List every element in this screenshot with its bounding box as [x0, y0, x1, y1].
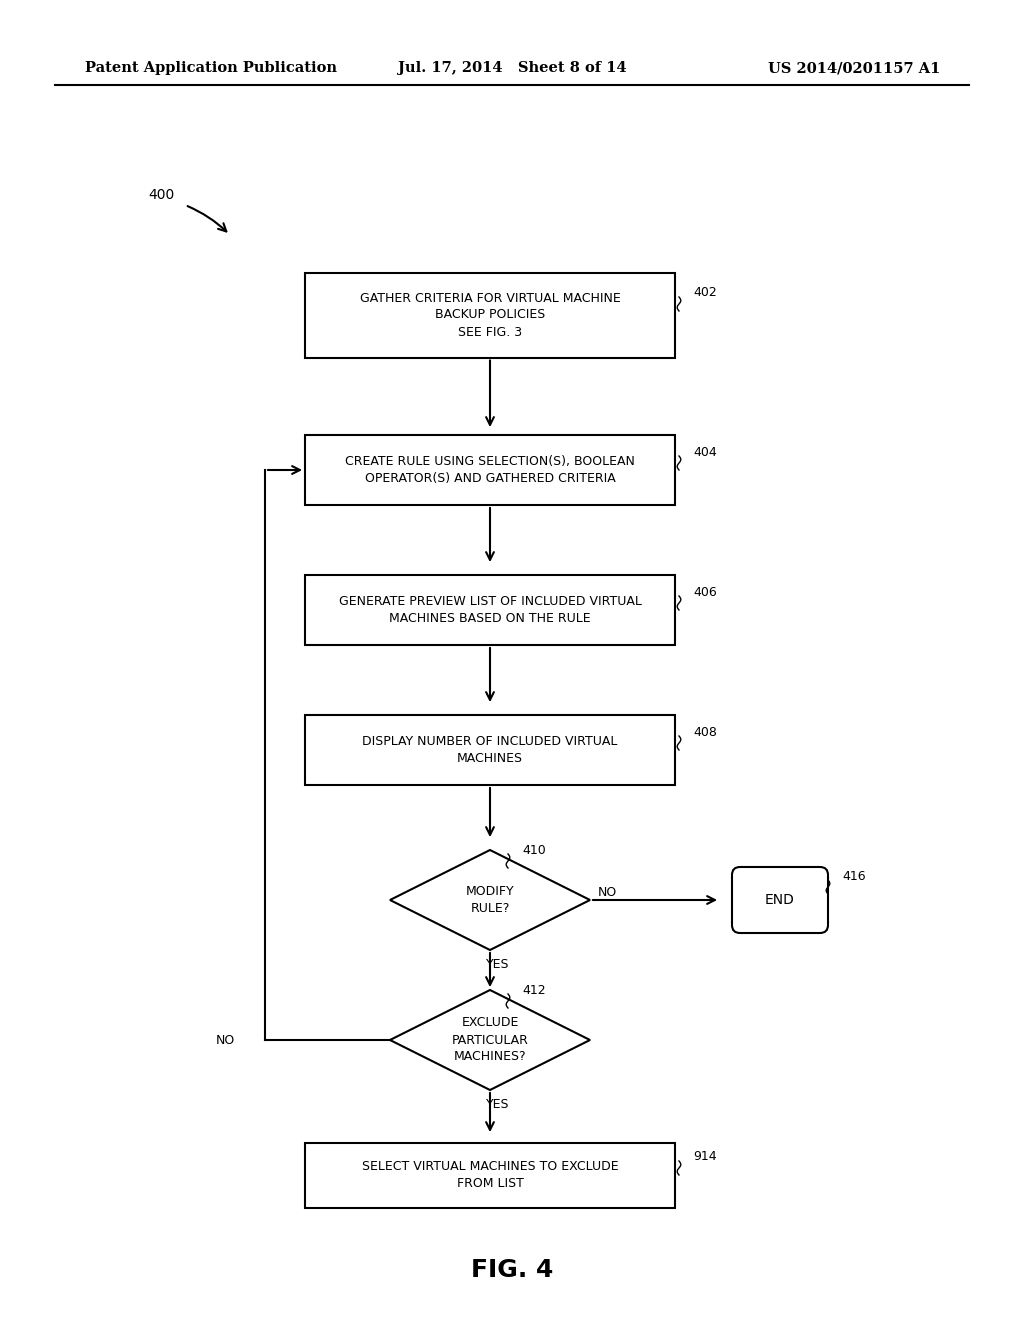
- Polygon shape: [390, 990, 590, 1090]
- Text: Jul. 17, 2014   Sheet 8 of 14: Jul. 17, 2014 Sheet 8 of 14: [397, 61, 627, 75]
- Text: 400: 400: [148, 187, 174, 202]
- Text: 402: 402: [693, 286, 717, 300]
- Text: SELECT VIRTUAL MACHINES TO EXCLUDE
FROM LIST: SELECT VIRTUAL MACHINES TO EXCLUDE FROM …: [361, 1160, 618, 1191]
- FancyBboxPatch shape: [305, 272, 675, 358]
- Text: GENERATE PREVIEW LIST OF INCLUDED VIRTUAL
MACHINES BASED ON THE RULE: GENERATE PREVIEW LIST OF INCLUDED VIRTUA…: [339, 595, 641, 624]
- Text: GATHER CRITERIA FOR VIRTUAL MACHINE
BACKUP POLICIES
SEE FIG. 3: GATHER CRITERIA FOR VIRTUAL MACHINE BACK…: [359, 292, 621, 338]
- Text: 410: 410: [522, 843, 546, 857]
- Text: US 2014/0201157 A1: US 2014/0201157 A1: [768, 61, 940, 75]
- Text: NO: NO: [598, 886, 617, 899]
- FancyBboxPatch shape: [305, 1143, 675, 1208]
- Text: Patent Application Publication: Patent Application Publication: [85, 61, 337, 75]
- Text: END: END: [765, 894, 795, 907]
- Text: NO: NO: [216, 1034, 234, 1047]
- Text: EXCLUDE
PARTICULAR
MACHINES?: EXCLUDE PARTICULAR MACHINES?: [452, 1016, 528, 1064]
- Text: 404: 404: [693, 446, 717, 458]
- Text: 416: 416: [842, 870, 865, 883]
- Text: 914: 914: [693, 1151, 717, 1163]
- FancyBboxPatch shape: [732, 867, 828, 933]
- Text: 412: 412: [522, 983, 546, 997]
- Text: MODIFY
RULE?: MODIFY RULE?: [466, 884, 514, 915]
- FancyBboxPatch shape: [305, 436, 675, 506]
- Text: FIG. 4: FIG. 4: [471, 1258, 553, 1282]
- Text: YES: YES: [486, 1098, 510, 1111]
- Text: 408: 408: [693, 726, 717, 738]
- FancyBboxPatch shape: [305, 576, 675, 645]
- FancyBboxPatch shape: [305, 715, 675, 785]
- Text: YES: YES: [486, 958, 510, 972]
- Text: 406: 406: [693, 586, 717, 598]
- Text: CREATE RULE USING SELECTION(S), BOOLEAN
OPERATOR(S) AND GATHERED CRITERIA: CREATE RULE USING SELECTION(S), BOOLEAN …: [345, 455, 635, 484]
- Polygon shape: [390, 850, 590, 950]
- Text: DISPLAY NUMBER OF INCLUDED VIRTUAL
MACHINES: DISPLAY NUMBER OF INCLUDED VIRTUAL MACHI…: [362, 735, 617, 766]
